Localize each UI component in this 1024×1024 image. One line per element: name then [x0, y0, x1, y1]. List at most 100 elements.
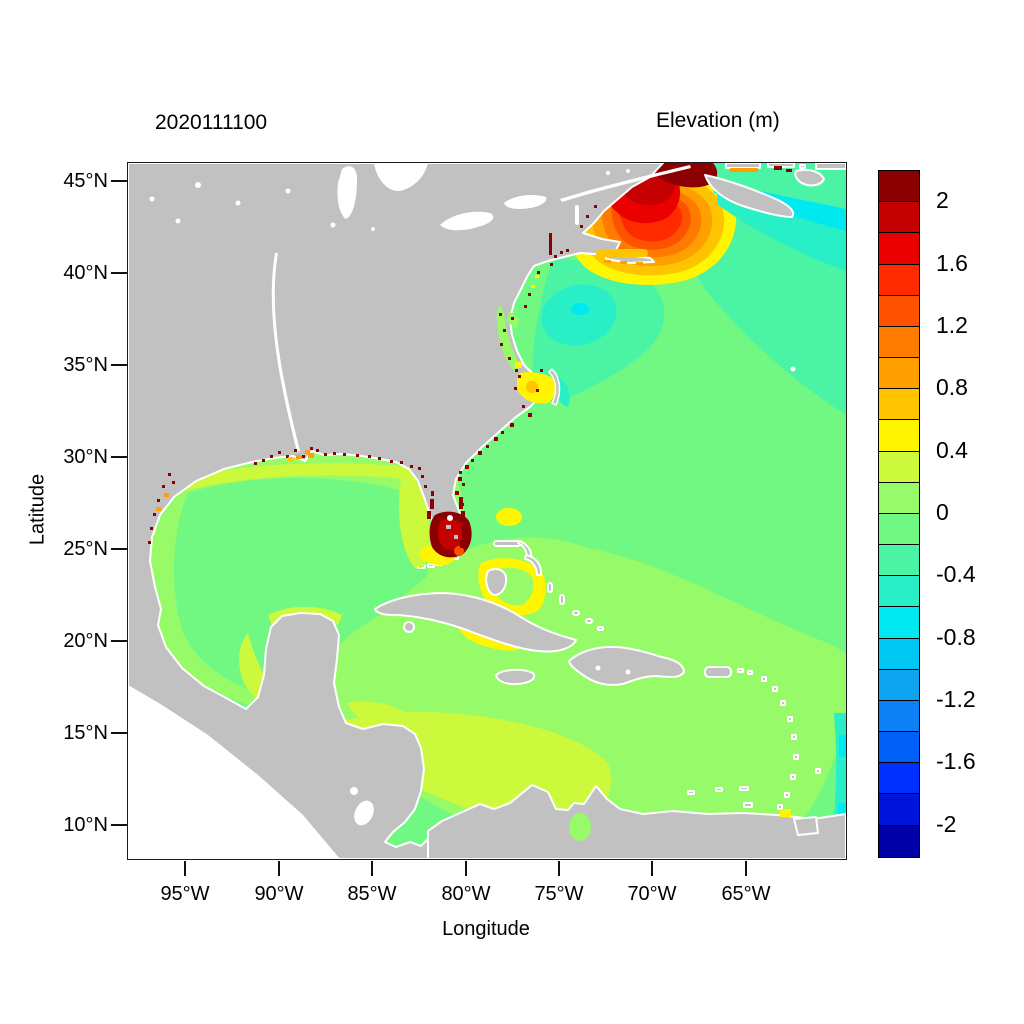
cape-breton — [794, 168, 825, 187]
x-tick-label: 90°W — [254, 883, 304, 905]
lesser-antilles — [737, 668, 821, 810]
y-tick-label: 35°N — [63, 354, 108, 376]
x-axis-label: Longitude — [442, 918, 530, 940]
colorbar-band — [879, 545, 919, 577]
hispaniola-lake-2 — [625, 669, 631, 675]
magdalen-islets — [799, 164, 806, 169]
little-bahama-yellow — [496, 508, 522, 526]
minas-basin-orange — [730, 168, 758, 172]
x-tick-label: 70°W — [627, 883, 677, 905]
y-tick-mark — [111, 548, 127, 550]
hispaniola — [568, 645, 685, 686]
gulf-of-paria-yellow — [780, 809, 791, 817]
gulf-of-honduras-chartreuse — [346, 701, 406, 723]
colorbar-band — [879, 732, 919, 764]
colorbar-tick-label: -1.6 — [936, 748, 976, 775]
y-tick-mark — [111, 640, 127, 642]
x-tick-mark — [371, 861, 373, 876]
x-tick-mark — [184, 861, 186, 876]
y-tick-label: 15°N — [63, 722, 108, 744]
delmarva-teal-patch — [541, 284, 617, 346]
campeche-bank — [239, 633, 288, 707]
bermuda-speck — [790, 366, 796, 372]
colorbar-band — [879, 389, 919, 421]
run-timestamp-title: 2020111100 — [155, 111, 268, 134]
scotian-shelf-turquoise — [716, 189, 846, 271]
colorbar-tick-label: -0.8 — [936, 623, 976, 650]
colorbar-tick-label: -1.2 — [936, 686, 976, 713]
elevation-contour-map — [128, 163, 846, 859]
canada-top-strip-3 — [815, 163, 846, 170]
colorbar-band — [879, 638, 919, 670]
colorbar-band — [879, 295, 919, 327]
colorbar-band — [879, 233, 919, 265]
colorbar-band — [879, 451, 919, 483]
y-tick-mark — [111, 456, 127, 458]
lake-huron — [374, 163, 428, 192]
canada-top-strip-1 — [725, 163, 761, 169]
pacific-out-of-domain — [128, 685, 340, 859]
long-island-sound-amber — [596, 249, 648, 257]
x-tick-label: 75°W — [534, 883, 584, 905]
north-gulf-coast-strip — [178, 463, 423, 491]
y-tick-label: 40°N — [63, 262, 108, 284]
colorbar-band — [879, 607, 919, 639]
y-tick-mark — [111, 824, 127, 826]
cuba — [374, 592, 577, 653]
y-tick-label: 45°N — [63, 170, 108, 192]
hispaniola-lake-1 — [595, 665, 601, 671]
long-island-bahamas — [559, 594, 565, 605]
long-island-south-shore-orange — [604, 260, 643, 265]
chesapeake-mouth-yellow — [515, 362, 522, 368]
colorbar-band — [879, 513, 919, 546]
colorbar-tick-label: 0.4 — [936, 436, 968, 463]
colorbar-tick-label: 2 — [936, 187, 949, 214]
colorbar-band — [879, 171, 919, 203]
x-tick-label: 65°W — [721, 883, 771, 905]
colorbar-title: Elevation (m) — [656, 109, 780, 132]
y-tick-mark — [111, 180, 127, 182]
map-plot-area — [127, 162, 847, 860]
y-tick-mark — [111, 272, 127, 274]
colorbar-tick-label: 1.2 — [936, 311, 968, 338]
coastal-orange-dots — [156, 275, 539, 511]
delmarva-cyan-core — [571, 303, 589, 315]
x-tick-label: 95°W — [160, 883, 210, 905]
lake-ontario — [504, 195, 547, 209]
colorbar-band — [879, 825, 919, 857]
mississippi-river — [271, 253, 300, 452]
coastal-flood-speckles — [148, 166, 792, 548]
colorbar-band — [879, 794, 919, 826]
y-tick-label: 25°N — [63, 538, 108, 560]
x-tick-mark — [651, 861, 653, 876]
lake-okeechobee — [447, 515, 453, 521]
trinidad — [793, 816, 819, 836]
y-tick-label: 10°N — [63, 814, 108, 836]
lake-champlain — [575, 205, 579, 225]
outer-banks — [547, 367, 561, 407]
inagua — [585, 618, 593, 624]
lake-managua — [350, 787, 358, 795]
y-tick-mark — [111, 732, 127, 734]
lakes-layer — [149, 163, 796, 826]
colorbar-band — [879, 576, 919, 608]
colorbar-band — [879, 482, 919, 514]
colorbar-tick-label: -0.4 — [936, 561, 976, 588]
andros — [485, 568, 508, 596]
x-tick-mark — [278, 861, 280, 876]
colorbar-band — [879, 358, 919, 390]
x-tick-label: 80°W — [441, 883, 491, 905]
colorbar-tick-label: 1.6 — [936, 249, 968, 276]
eleuthera — [524, 554, 543, 576]
colorbar-band — [879, 700, 919, 733]
y-tick-label: 30°N — [63, 446, 108, 468]
crooked-island — [572, 610, 580, 616]
south-america-landmass — [427, 784, 846, 859]
puerto-rico — [704, 666, 732, 678]
isle-of-youth — [403, 621, 415, 633]
colorbar-band — [879, 202, 919, 234]
colorbar-tick-label: -2 — [936, 810, 957, 837]
x-tick-mark — [558, 861, 560, 876]
colorbar-band — [879, 763, 919, 795]
